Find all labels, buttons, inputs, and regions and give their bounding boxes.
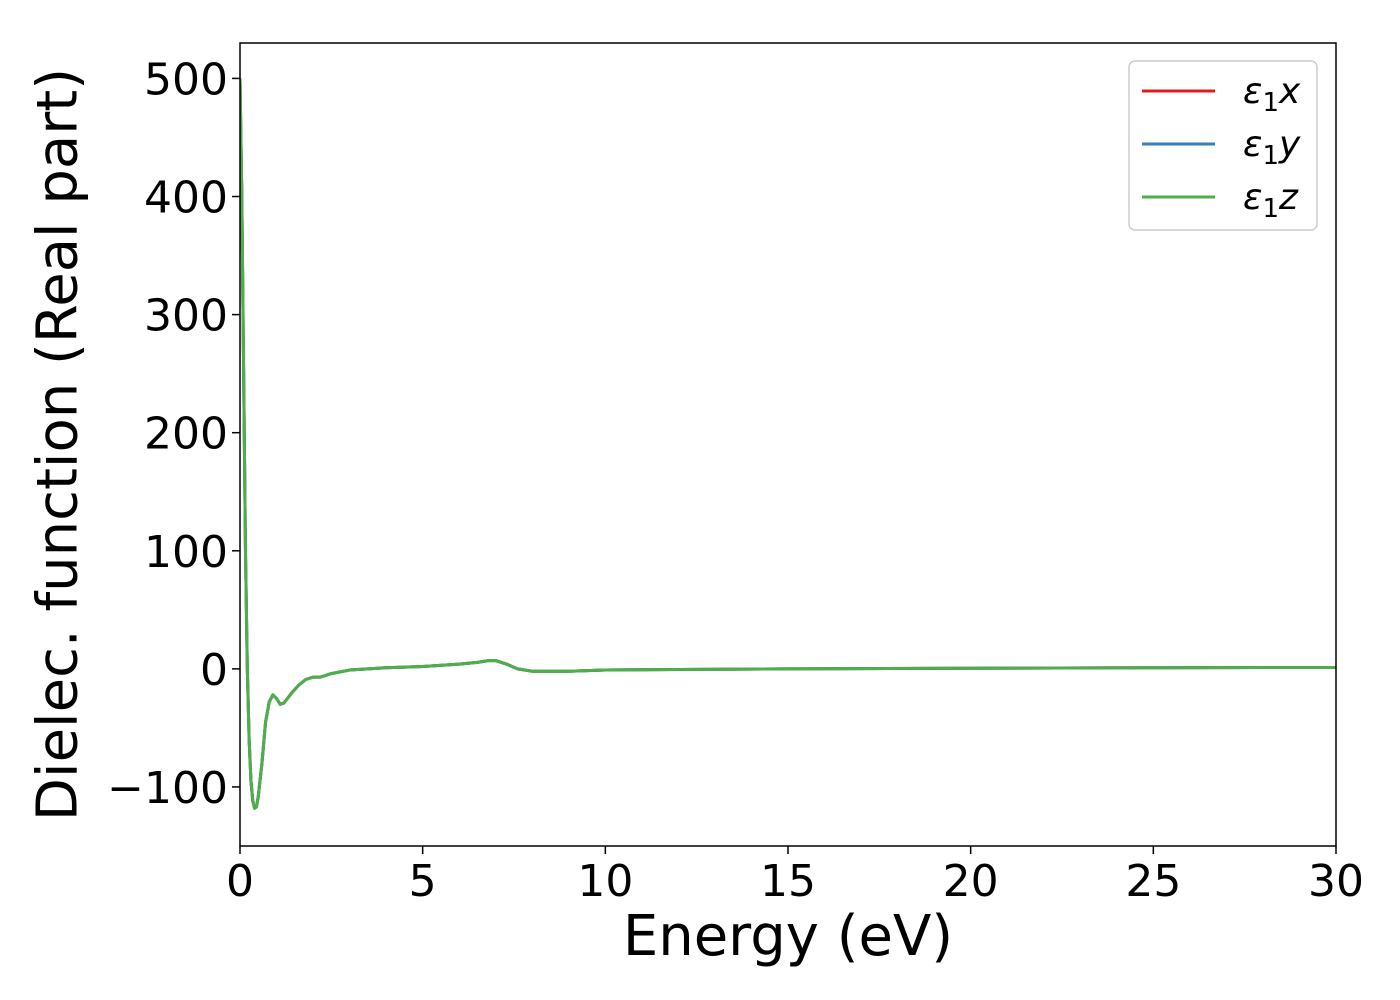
y-axis-ticks: −100 0 100 200 300 400 500 (107, 54, 240, 814)
legend-items: ε1x ε1y ε1z (1142, 71, 1301, 224)
y-tick-label: 500 (144, 54, 228, 105)
y-tick-label: 200 (144, 409, 228, 460)
y-tick-label: 100 (144, 527, 228, 578)
series-layer (240, 78, 1336, 810)
legend-label: ε1y (1243, 124, 1301, 171)
series-line-z (240, 78, 1336, 810)
legend: ε1x ε1y ε1z (1128, 60, 1318, 231)
y-tick-label: 400 (144, 173, 228, 224)
x-tick-label: 0 (226, 856, 254, 907)
x-tick-label: 20 (943, 856, 999, 907)
y-tick-label: −100 (107, 763, 228, 814)
y-axis-label: Dielec. function (Real part) (26, 68, 91, 821)
x-tick-label: 15 (760, 856, 816, 907)
legend-label: ε1x (1243, 71, 1301, 118)
x-axis-ticks: 0 5 10 15 20 25 30 (226, 846, 1364, 907)
x-tick-label: 25 (1125, 856, 1181, 907)
x-axis-label: Energy (eV) (623, 904, 953, 969)
legend-box (1128, 60, 1318, 231)
y-tick-label: 0 (200, 645, 228, 696)
x-tick-label: 10 (577, 856, 633, 907)
x-tick-label: 5 (409, 856, 437, 907)
legend-label: ε1z (1243, 177, 1299, 224)
y-tick-label: 300 (144, 291, 228, 342)
x-tick-label: 30 (1308, 856, 1364, 907)
